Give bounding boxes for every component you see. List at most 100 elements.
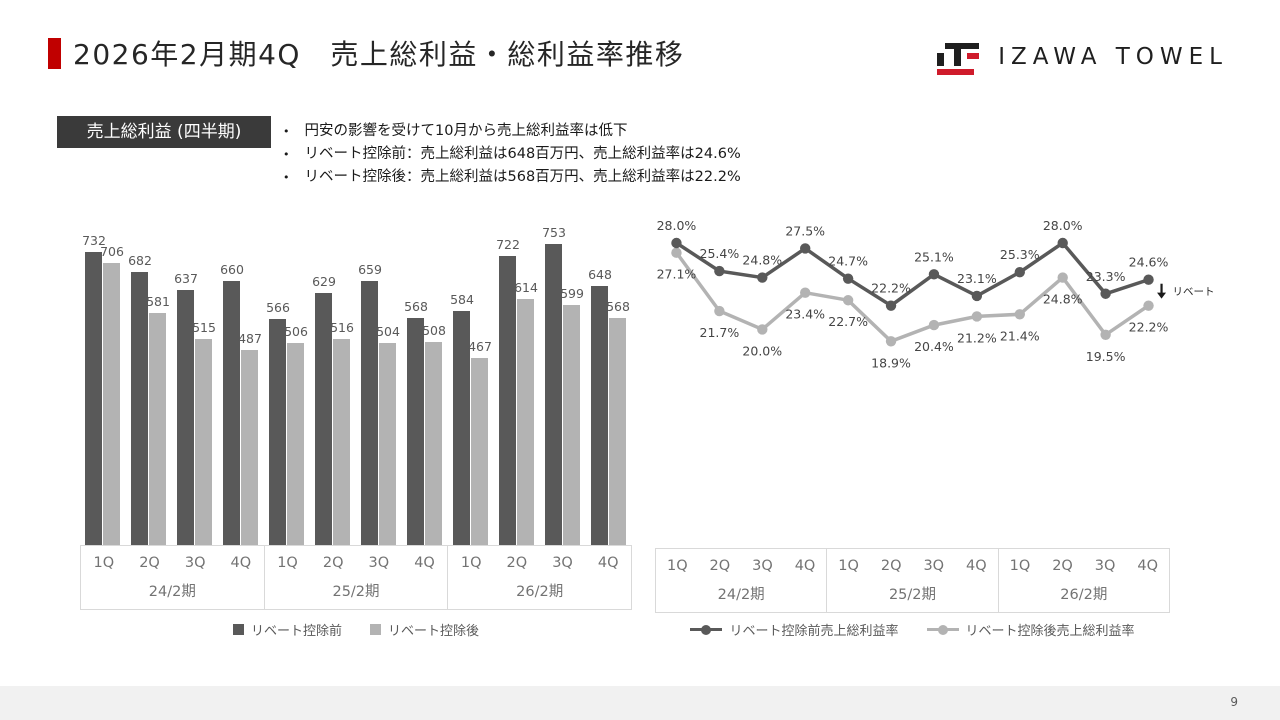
- point-value-label: 23.4%: [785, 307, 825, 322]
- bar-after-rebate: [517, 299, 534, 545]
- logo-t-stem: [954, 43, 962, 66]
- bullet-item: • リベート控除後：売上総利益は568百万円、売上総利益率は22.2%: [283, 166, 741, 189]
- bar-before-rebate: [131, 272, 148, 545]
- data-point: [1143, 300, 1154, 311]
- axis-year-label: 24/2期: [148, 584, 196, 600]
- point-value-label: 19.5%: [1086, 349, 1126, 364]
- data-point: [928, 269, 940, 280]
- point-value-label: 20.4%: [914, 339, 954, 354]
- data-point: [671, 247, 682, 258]
- axis-quarter-label: 2Q: [322, 555, 344, 571]
- bullet-item: • 円安の影響を受けて10月から売上総利益率は低下: [283, 120, 741, 143]
- axis-quarter-label: 1Q: [1009, 558, 1031, 574]
- point-value-label: 25.1%: [914, 249, 954, 264]
- legend-label: リベート控除前: [250, 624, 342, 639]
- line-before-rebate: [675, 240, 1150, 308]
- bar-value-label: 660: [220, 262, 244, 277]
- point-value-label: 24.6%: [1129, 255, 1169, 270]
- data-point: [885, 336, 897, 347]
- axis-quarter-label: 4Q: [230, 555, 252, 571]
- point-value-label: 20.0%: [742, 343, 782, 358]
- axis-year-group: 1Q 2Q 3Q 4Q 25/2期: [826, 549, 997, 612]
- data-point: [1100, 288, 1111, 299]
- data-point: [1143, 274, 1154, 285]
- point-value-label: 23.1%: [957, 271, 997, 286]
- logo-text: IZAWA TOWEL: [998, 44, 1228, 70]
- legend-item: リベート控除前売上総利益率: [690, 620, 899, 639]
- data-point: [1057, 272, 1068, 283]
- point-value-label: 22.2%: [871, 281, 911, 296]
- axis-year-group: 1Q 2Q 3Q 4Q 24/2期: [655, 549, 826, 612]
- bar-value-label: 732: [82, 233, 106, 248]
- point-value-label: 25.3%: [1000, 247, 1040, 262]
- bar-before-rebate: [315, 293, 332, 545]
- legend-item: リベート控除後売上総利益率: [926, 620, 1135, 639]
- axis-quarter-label: 1Q: [460, 555, 482, 571]
- data-point: [757, 272, 768, 283]
- logo-red-dash: [967, 53, 980, 59]
- point-value-label: 23.3%: [1086, 269, 1126, 284]
- point-value-label: 18.9%: [871, 355, 911, 370]
- rebate-arrowhead-icon: [1157, 292, 1167, 299]
- axis-quarter-label: 4Q: [794, 558, 816, 574]
- bar-after-rebate: [333, 339, 350, 545]
- data-point: [757, 324, 768, 335]
- axis-quarter-label: 4Q: [414, 555, 435, 571]
- line-chart-svg: 27.1% 21.7%20.0% 23.4%22.7% 18.9%20.4%21.2%…: [657, 218, 1215, 370]
- bar-value-label: 568: [606, 299, 630, 314]
- logo-t-crossbar: [945, 43, 980, 49]
- line-chart-plot: 27.1% 21.7% 20.0% 23.4% 22.7% 18.9% 20.4% 21.2%…: [655, 205, 1215, 548]
- bullet-text: 円安の影響を受けて10月から売上総利益率は低下: [304, 123, 628, 139]
- data-point: [971, 290, 983, 302]
- bar-after-rebate: [287, 343, 304, 545]
- bar-after-rebate: [471, 358, 488, 545]
- legend-square-icon: [370, 624, 381, 635]
- legend-item: リベート控除後: [370, 620, 479, 639]
- bar-before-rebate: [499, 256, 516, 545]
- line-chart-axis: 1Q 2Q 3Q 4Q 24/2期 1Q 2Q 3Q 4Q 25/2期 1Q 2Q 3Q 4Q 26/2期: [655, 548, 1170, 613]
- bar-before-rebate: [177, 290, 194, 545]
- logo-red-underline: [937, 69, 975, 75]
- bullet-item: • リベート控除前：売上総利益は648百万円、売上総利益率は24.6%: [283, 143, 741, 166]
- axis-quarter-label: 2Q: [709, 558, 731, 574]
- bar-after-rebate: [241, 350, 258, 545]
- bullet-text: リベート控除後：売上総利益は568百万円、売上総利益率は22.2%: [304, 169, 741, 185]
- axis-year-label: 25/2期: [888, 587, 937, 603]
- bar-before-rebate: [85, 252, 102, 545]
- bar-chart-plot: 732 682 637 660 566 629 659 568 584 722 753 648 706 5…: [80, 225, 632, 545]
- logo-i-stem: [937, 53, 945, 66]
- point-value-label: 27.5%: [785, 223, 825, 238]
- point-value-label: 24.7%: [828, 254, 868, 269]
- data-point: [885, 300, 897, 311]
- line-chart-legend: リベート控除前売上総利益率 リベート控除後売上総利益率: [655, 620, 1170, 639]
- bullet-dot: •: [283, 125, 290, 138]
- axis-quarter-label: 2Q: [506, 555, 528, 571]
- data-point: [1057, 237, 1068, 249]
- data-point: [971, 311, 983, 322]
- bar-value-label: 584: [450, 292, 474, 307]
- data-point: [842, 295, 854, 306]
- data-point: [842, 273, 854, 284]
- axis-quarter-label: 2Q: [139, 555, 160, 571]
- point-value-label: 28.0%: [1043, 218, 1083, 233]
- axis-quarter-label: 1Q: [666, 558, 688, 574]
- axis-quarter-label: 2Q: [880, 558, 902, 574]
- point-value-label: 24.8%: [742, 253, 782, 268]
- axis-quarter-label: 3Q: [1094, 558, 1116, 574]
- legend-label: リベート控除後売上総利益率: [965, 624, 1135, 639]
- bar-chart-legend: リベート控除前 リベート控除後: [80, 620, 632, 639]
- data-point: [928, 319, 940, 331]
- bar-after-rebate: [149, 313, 166, 545]
- point-value-label: 22.7%: [828, 314, 868, 329]
- bar-value-label: 637: [174, 271, 198, 286]
- axis-year-label: 24/2期: [717, 587, 765, 603]
- bar-after-rebate: [379, 343, 396, 545]
- bar-value-label: 659: [358, 262, 382, 277]
- point-value-label: 27.1%: [657, 267, 697, 282]
- point-value-label: 21.2%: [957, 330, 997, 345]
- bar-value-label: 508: [422, 323, 446, 338]
- bar-before-rebate: [453, 311, 470, 545]
- data-point: [1100, 329, 1111, 340]
- rebate-annotation-label: リベート: [1173, 286, 1215, 298]
